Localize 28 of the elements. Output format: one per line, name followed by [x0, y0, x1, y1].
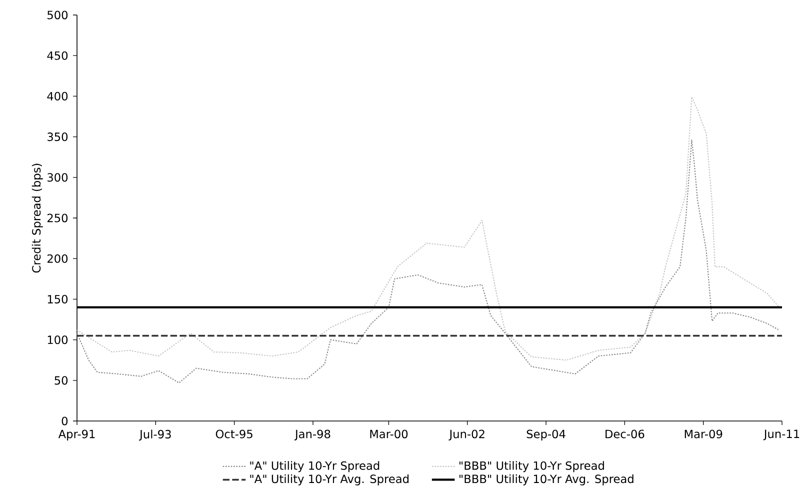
- y-tick-label: 300: [48, 173, 68, 182]
- x-tick-label: Oct-95: [216, 430, 252, 438]
- line-series: [76, 140, 780, 384]
- x-tick-label: Sep-04: [526, 430, 566, 440]
- y-tick-label: 350: [48, 132, 68, 142]
- legend-label: "A" Utility 10-Yr Spread: [250, 461, 380, 472]
- line-series: [76, 96, 780, 361]
- y-tick-label: 200: [48, 254, 68, 263]
- y-tick-label: 0: [62, 416, 68, 426]
- y-tick-label: 500: [48, 10, 68, 20]
- y-axis-title: Credit Spread (bps): [32, 164, 43, 273]
- x-tick-label: Jun-02: [448, 430, 484, 440]
- y-tick-label: 150: [48, 294, 68, 304]
- y-tick-label: 400: [47, 92, 68, 100]
- x-tick-label: Mar-09: [684, 430, 722, 438]
- x-tick-label: Dec-06: [606, 430, 644, 438]
- y-tick-label: 250: [48, 214, 68, 222]
- x-tick-label: Mar-00: [370, 430, 408, 438]
- x-tick-label: Jul-93: [138, 430, 171, 441]
- x-tick-label: Jun-11: [763, 430, 800, 440]
- x-tick-label: Apr-91: [58, 430, 95, 440]
- y-tick-label: 100: [48, 336, 68, 344]
- legend-label: "A" Utility 10-Yr Avg. Spread: [250, 474, 409, 486]
- x-tick-label: Jan-98: [294, 430, 330, 440]
- y-tick-label: 50: [54, 376, 68, 385]
- legend-label: "BBB" Utility 10-Yr Spread: [460, 461, 604, 472]
- legend-label: "BBB" Utility 10-Yr Avg. Spread: [460, 474, 634, 486]
- y-tick-label: 450: [47, 51, 68, 60]
